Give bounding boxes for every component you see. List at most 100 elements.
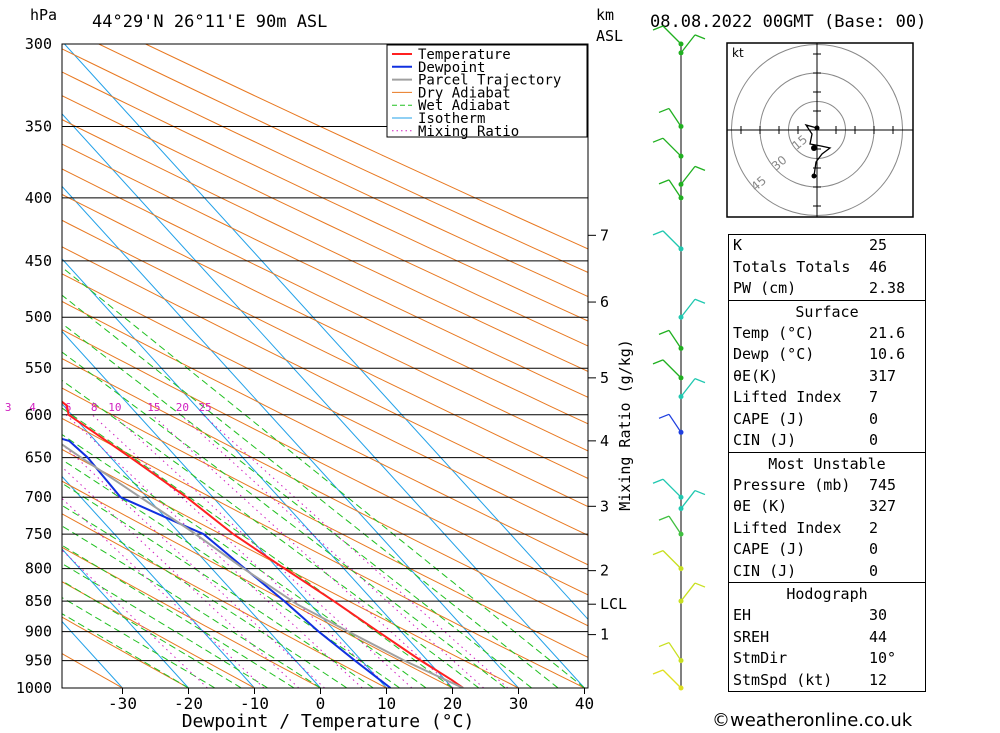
- stat-row: Lifted Index 2: [729, 518, 925, 540]
- stat-row: EH 30: [729, 605, 925, 627]
- altitude-tick-label: 2: [600, 562, 609, 580]
- stat-label: CAPE (J): [733, 409, 806, 428]
- wind-barb-flag: [694, 165, 706, 171]
- stat-label: CIN (J): [733, 561, 797, 580]
- wind-level-dot: [678, 394, 684, 400]
- dry-adiabat-line: [145, 44, 588, 250]
- wind-barb-flag: [694, 298, 706, 304]
- mixing-ratio-line: [202, 414, 509, 688]
- altitude-tick-label: 4: [600, 432, 609, 450]
- wind-level-dot: [678, 123, 684, 129]
- stat-row: Dewp (°C) 10.6: [729, 344, 925, 366]
- temperature-tick-label: 40: [575, 694, 594, 713]
- stat-value: 317: [869, 366, 897, 385]
- legend-label: Temperature: [418, 47, 511, 63]
- altitude-axis: 7 6 5 4 3 2 LCL 1: [588, 226, 627, 644]
- altitude-tick-label: 6: [600, 293, 609, 311]
- stat-label: K: [733, 236, 743, 254]
- wind-barb: [662, 669, 682, 689]
- stat-row: θE(K) 317: [729, 366, 925, 388]
- stat-value: 0: [869, 540, 879, 558]
- km-label: km: [596, 6, 615, 24]
- dry-adiabat-line: [62, 513, 387, 688]
- wind-barb-flag: [652, 478, 664, 484]
- dry-adiabat-line: [62, 358, 588, 627]
- stat-value: 10°: [869, 649, 897, 667]
- dry-adiabat-line: [62, 616, 189, 688]
- stat-value: 0: [869, 409, 879, 428]
- isobars: [62, 43, 588, 689]
- stat-value: 0: [869, 561, 879, 580]
- mixing-ratio-axis-label: Mixing Ratio (g/kg): [616, 339, 634, 511]
- dry-adiabat-line: [62, 119, 588, 373]
- temperature-tick-label: 30: [509, 694, 528, 713]
- background-lines: [62, 44, 588, 688]
- wind-barb: [662, 230, 682, 250]
- stat-row: Lifted Index 7: [729, 387, 925, 409]
- wind-barb: [662, 359, 682, 379]
- x-axis-label: Dewpoint / Temperature (°C): [182, 711, 475, 732]
- pressure-tick-label: 650: [25, 449, 52, 467]
- stat-label: CIN (J): [733, 431, 797, 449]
- stat-value: 7: [869, 388, 879, 406]
- wind-level-dot: [678, 566, 684, 572]
- wind-barb: [668, 413, 682, 433]
- legend-label: Dry Adiabat: [418, 85, 511, 101]
- hodograph-point: [814, 125, 820, 131]
- wind-barb: [668, 515, 682, 535]
- wind-barb-flag: [658, 641, 670, 648]
- temperature-tick-label: 20: [443, 694, 462, 713]
- stat-value: 44: [869, 627, 888, 646]
- wind-barb: [668, 330, 682, 349]
- temperature-tick-label: -30: [108, 694, 137, 713]
- wind-level-dot: [678, 531, 684, 537]
- legend-label: Mixing Ratio: [418, 124, 519, 140]
- stat-value: 0: [869, 431, 879, 449]
- mixing-ratio-label: 25: [198, 401, 211, 414]
- wind-barb: [680, 490, 696, 509]
- stat-row: CIN (J) 0: [729, 561, 925, 583]
- location-title: 44°29'N 26°11'E 90m ASL: [92, 12, 328, 32]
- mixing-ratio-label: 3: [5, 401, 12, 414]
- altitude-tick-label: 1: [600, 626, 609, 644]
- legend-label: Isotherm: [418, 111, 485, 127]
- wind-level-dot: [678, 41, 684, 47]
- stat-label: θE(K): [733, 366, 779, 385]
- legend-label: Dewpoint: [418, 60, 485, 76]
- wind-level-dot: [678, 375, 684, 381]
- wind-level-dot: [678, 314, 684, 320]
- storm-motion-point: [811, 145, 817, 151]
- pressure-tick-label: 800: [25, 560, 52, 578]
- pressure-tick-label: 900: [25, 623, 52, 641]
- series-line-temperature: [62, 400, 464, 688]
- wet-adiabat-line: [62, 544, 295, 688]
- wind-barb: [680, 34, 696, 54]
- wind-barb: [662, 137, 682, 157]
- pressure-tick-label: 500: [25, 308, 52, 326]
- wind-barb-flag: [658, 329, 670, 336]
- pressure-tick-label: 600: [25, 406, 52, 424]
- wind-level-dot: [678, 246, 684, 252]
- dry-adiabat-line: [62, 48, 588, 298]
- stat-label: CAPE (J): [733, 540, 806, 558]
- altitude-tick-label: LCL: [600, 595, 627, 613]
- pressure-tick-label: 400: [25, 189, 52, 207]
- series-line-parcel-trajectory: [62, 443, 464, 688]
- stat-row: Pressure (mb) 745: [729, 475, 925, 497]
- wind-barb-flag: [652, 359, 664, 365]
- stat-value: 327: [869, 497, 897, 515]
- stat-label: StmDir: [733, 649, 788, 667]
- datetime-title: 08.08.2022 00GMT (Base: 00): [650, 12, 927, 32]
- wind-level-dot: [678, 153, 684, 159]
- wind-barb: [668, 108, 682, 127]
- dry-adiabat-line: [62, 329, 588, 596]
- mixing-ratio-label: 10: [108, 401, 121, 414]
- wet-adiabat-line: [62, 562, 268, 688]
- legend-label: Wet Adiabat: [418, 98, 511, 114]
- wind-barb-flag: [694, 489, 706, 496]
- stat-row: θE (K) 327: [729, 496, 925, 518]
- wind-barb: [668, 642, 682, 661]
- stat-value: 30: [869, 606, 888, 624]
- stat-label: Temp (°C): [733, 323, 815, 342]
- wet-adiabat-line: [62, 525, 321, 688]
